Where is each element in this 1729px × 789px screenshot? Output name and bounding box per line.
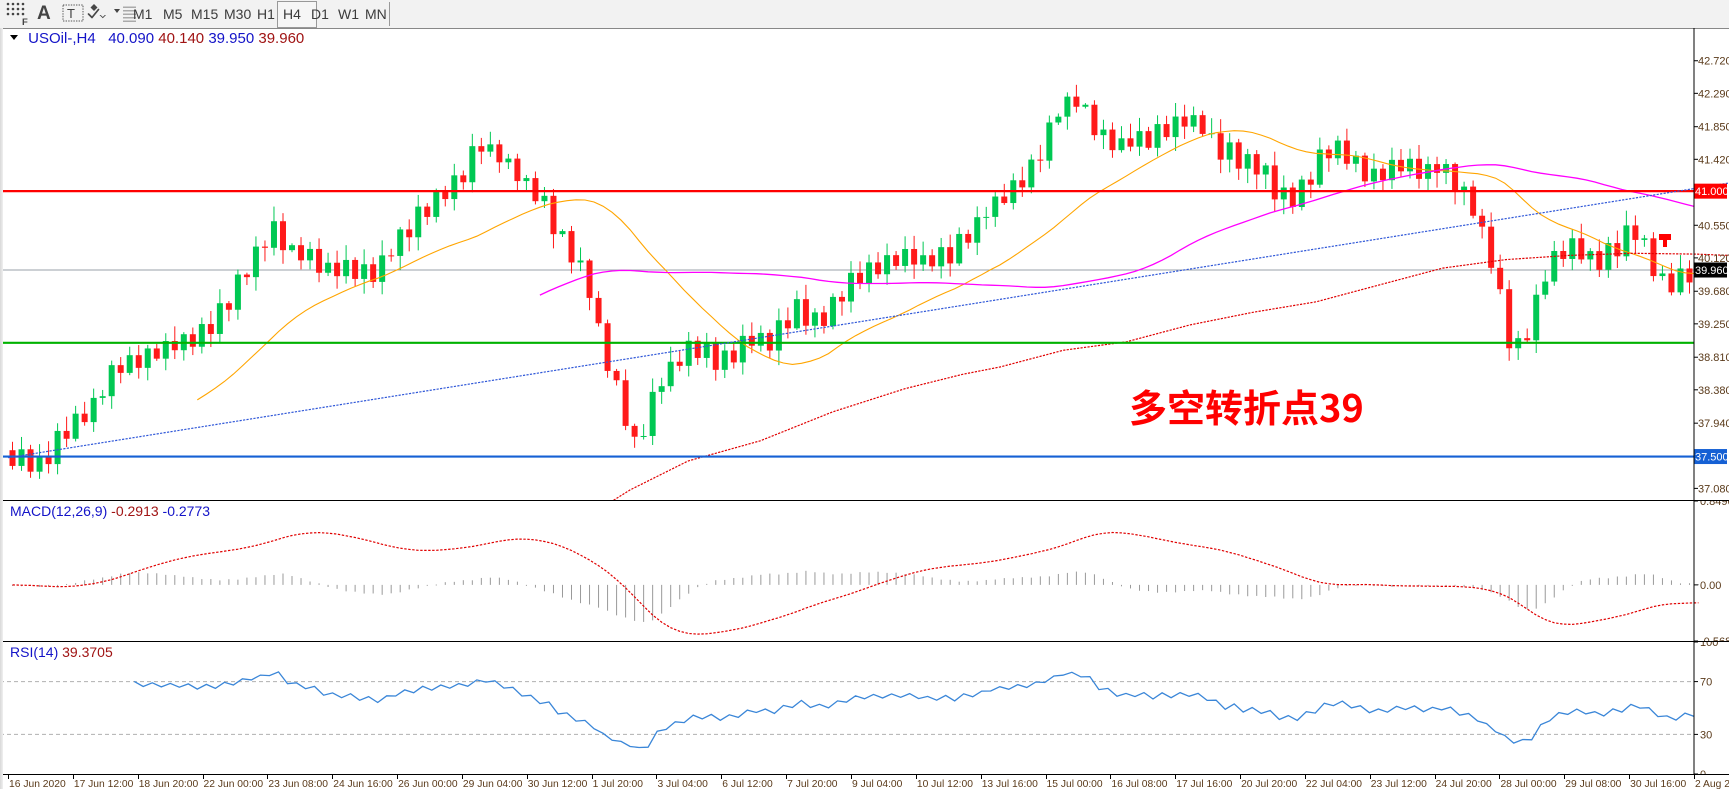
svg-text:37.500: 37.500 — [1695, 452, 1729, 464]
svg-text:39.960: 39.960 — [1695, 265, 1729, 277]
svg-text:39.680: 39.680 — [1698, 286, 1729, 298]
svg-text:30: 30 — [1700, 729, 1712, 741]
svg-text:-0.5685: -0.5685 — [1700, 636, 1729, 641]
svg-text:38.810: 38.810 — [1698, 352, 1729, 364]
svg-text:38.380: 38.380 — [1698, 385, 1729, 397]
svg-text:0.8496: 0.8496 — [1700, 501, 1729, 508]
svg-text:42.290: 42.290 — [1698, 88, 1729, 100]
svg-text:37.080: 37.080 — [1698, 483, 1729, 495]
svg-text:41.000: 41.000 — [1695, 186, 1729, 198]
svg-text:40.550: 40.550 — [1698, 220, 1729, 232]
svg-text:100: 100 — [1700, 642, 1718, 649]
svg-text:70: 70 — [1700, 677, 1712, 689]
svg-text:0.00: 0.00 — [1700, 580, 1721, 592]
svg-text:T: T — [67, 6, 75, 21]
svg-text:41.420: 41.420 — [1698, 154, 1729, 166]
svg-text:37.940: 37.940 — [1698, 418, 1729, 430]
svg-text:多空转折点39: 多空转折点39 — [1129, 378, 1364, 433]
svg-text:41.850: 41.850 — [1698, 122, 1729, 134]
svg-text:39.250: 39.250 — [1698, 319, 1729, 331]
svg-text:42.720: 42.720 — [1698, 56, 1729, 68]
svg-text:F: F — [22, 17, 28, 28]
